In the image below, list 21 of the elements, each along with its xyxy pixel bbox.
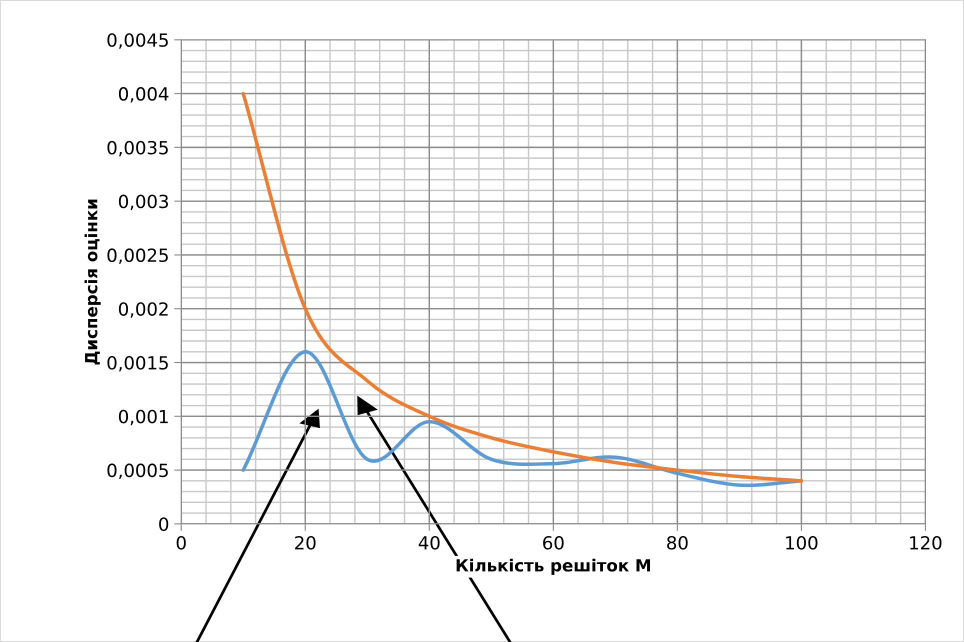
- x-tick-label: 20: [295, 536, 316, 550]
- x-tick-label: 0: [176, 536, 186, 550]
- line-series: [242, 350, 804, 488]
- x-tick-label: 100: [786, 536, 818, 550]
- x-tick-label: 80: [667, 536, 688, 550]
- y-tick-label: 0,0005: [107, 464, 168, 480]
- y-tick-label: 0,002: [118, 302, 168, 318]
- line-series: [242, 92, 804, 483]
- y-axis-title: Дисперсія оцінки: [84, 200, 101, 364]
- x-axis-title: Кількість решіток M: [456, 558, 650, 575]
- y-tick-label: 0,001: [118, 410, 168, 426]
- y-tick-label: 0: [159, 517, 168, 531]
- x-tick-label: 40: [418, 536, 440, 550]
- y-tick-label: 0,003: [118, 194, 168, 210]
- y-tick-label: 0,0035: [107, 140, 168, 156]
- x-tick-label: 60: [543, 536, 564, 550]
- y-tick-label: 0,0045: [107, 33, 168, 49]
- y-tick-label: 0,0025: [107, 248, 168, 264]
- y-tick-label: 0,004: [118, 87, 168, 103]
- x-tick-label: 120: [910, 536, 942, 550]
- y-tick-label: 0,0015: [107, 356, 168, 372]
